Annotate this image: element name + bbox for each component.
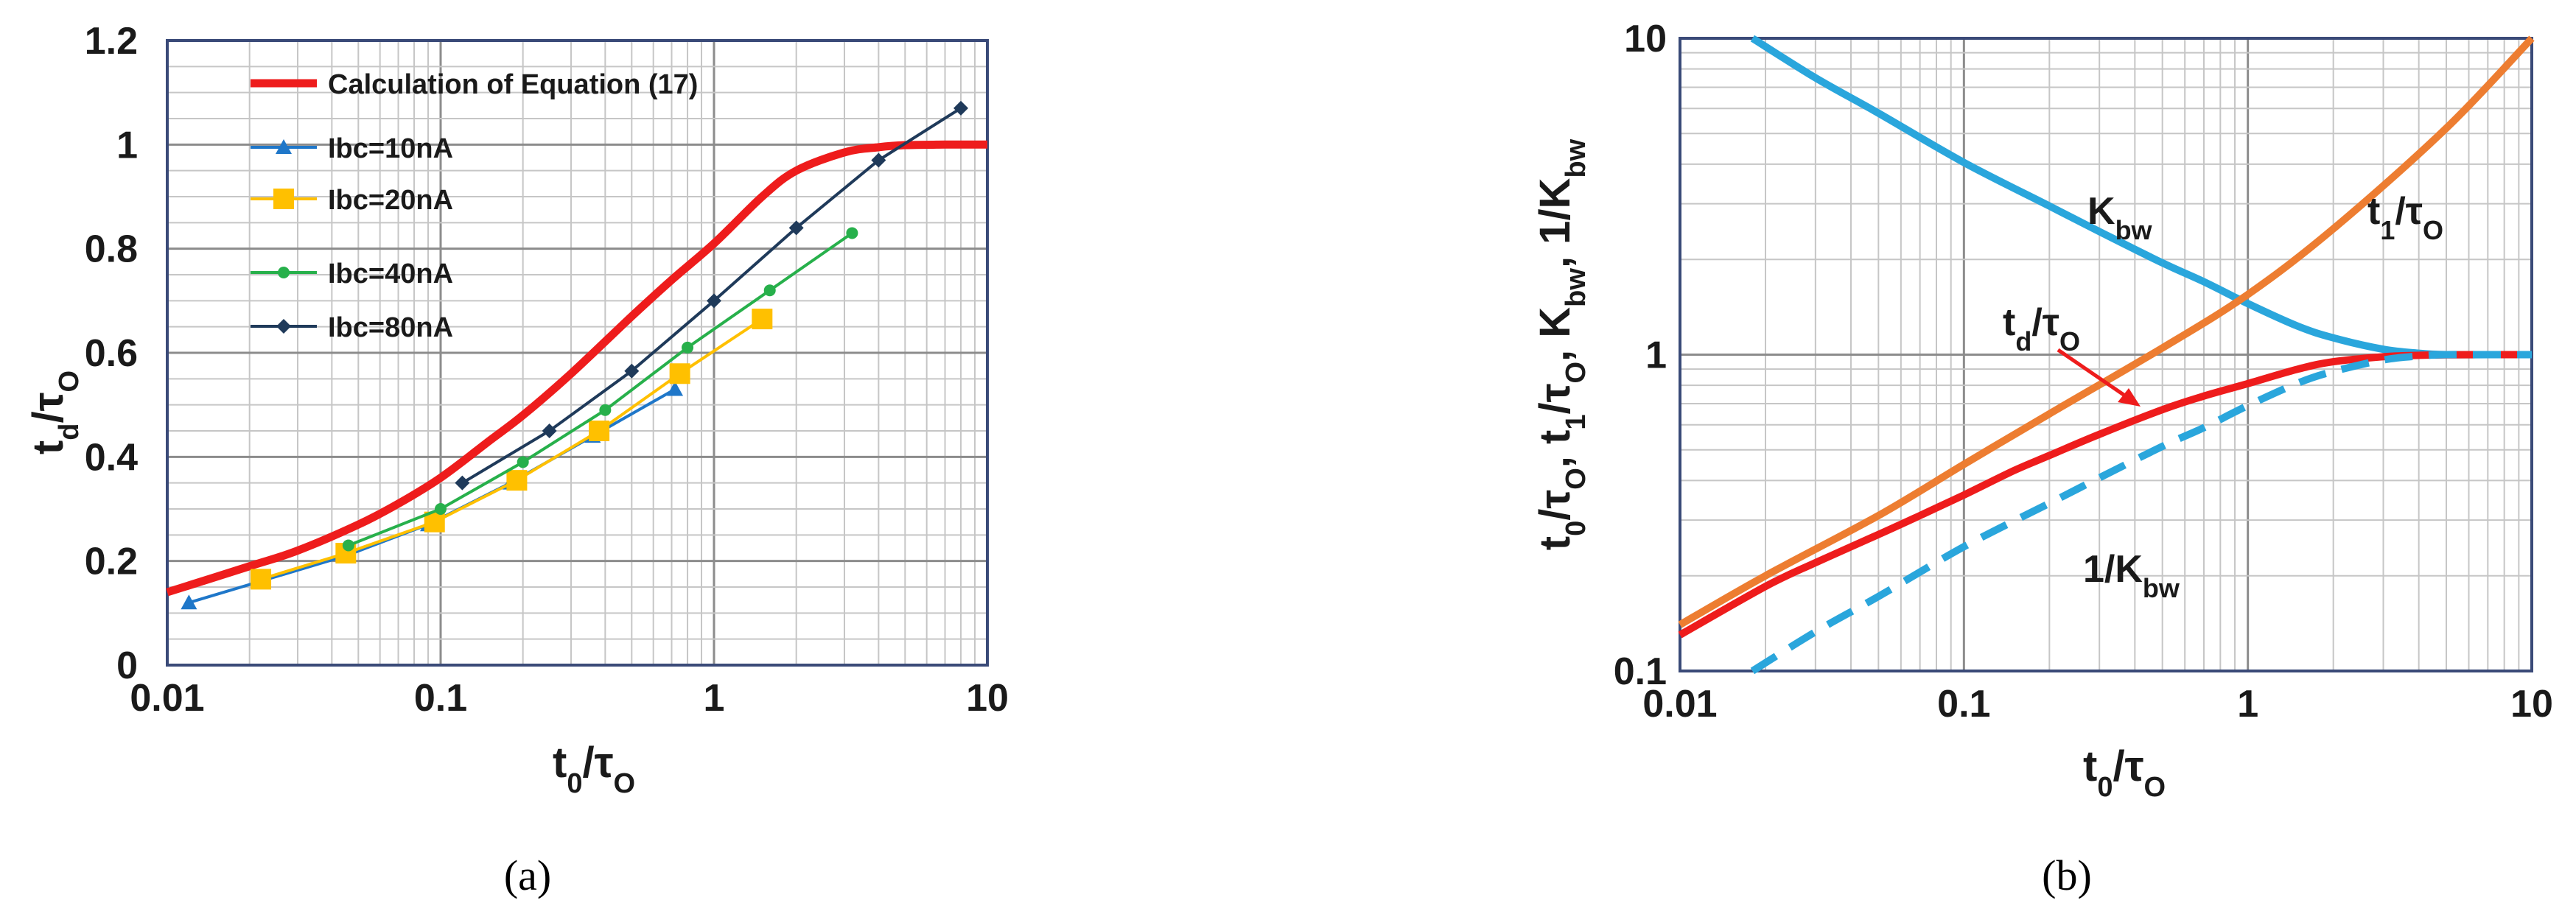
x-axis-label: t0/τO xyxy=(2083,742,2166,803)
x-tick-label: 10 xyxy=(2510,683,2553,725)
y-tick-label: 0.1 xyxy=(1614,650,1667,693)
annotation-td: td/τO xyxy=(2003,301,2080,356)
data-point xyxy=(871,152,886,168)
data-point xyxy=(707,293,721,309)
series-inv xyxy=(1750,351,2532,675)
data-point xyxy=(669,363,690,384)
data-point xyxy=(953,100,969,116)
series-line xyxy=(1678,351,2532,639)
series-calculation-of-equation-17- xyxy=(166,140,988,597)
panel-label: (a) xyxy=(504,851,551,899)
plot-frame xyxy=(166,39,989,667)
y-tick-label: 1.2 xyxy=(85,20,138,63)
y-tick-label: 10 xyxy=(1624,18,1667,60)
annotation-kbw: Kbw xyxy=(2087,190,2153,245)
legend-label: Calculation of Equation (17) xyxy=(328,69,698,100)
data-point xyxy=(752,309,773,330)
series-line xyxy=(1750,351,2532,675)
series-ibc-80na xyxy=(455,100,969,491)
legend-label: Ibc=10nA xyxy=(328,133,453,164)
x-tick-label: 0.01 xyxy=(1642,683,1717,725)
data-point xyxy=(276,319,291,334)
data-point xyxy=(435,503,447,515)
grid xyxy=(166,39,987,667)
y-tick-label: 0.2 xyxy=(85,541,138,583)
legend-label: Ibc=80nA xyxy=(328,312,453,343)
legend-item: Ibc=10nA xyxy=(251,133,453,164)
y-tick-label: 1 xyxy=(116,124,138,166)
annotation-arrow xyxy=(2057,348,2141,407)
data-point xyxy=(342,539,354,552)
annotation-t1: t1/τO xyxy=(2367,190,2443,245)
annotation-inv-kbw: 1/Kbw xyxy=(2083,548,2180,603)
y-tick-label: 0.4 xyxy=(85,436,138,479)
y-tick-label: 0.6 xyxy=(85,332,138,375)
panel-label: (b) xyxy=(2042,851,2092,899)
data-point xyxy=(278,267,290,278)
y-axis-label: td/τO xyxy=(24,370,85,454)
y-tick-label: 1 xyxy=(1645,334,1667,377)
data-point xyxy=(788,220,804,236)
legend-item: Ibc=20nA xyxy=(251,185,453,216)
x-tick-label: 0.1 xyxy=(414,677,467,720)
data-point xyxy=(251,569,272,590)
data-point xyxy=(542,424,557,438)
series-ibc-20na xyxy=(251,309,773,590)
data-point xyxy=(599,404,612,416)
x-axis-label: t0/τO xyxy=(553,739,635,799)
data-point xyxy=(517,456,529,468)
series-line xyxy=(1678,35,2535,628)
data-point xyxy=(455,475,470,491)
x-tick-label: 1 xyxy=(2237,683,2258,725)
x-tick-label: 0.01 xyxy=(130,677,204,720)
y-tick-label: 0 xyxy=(116,644,138,687)
data-point xyxy=(181,594,197,610)
series-t1 xyxy=(1678,35,2535,628)
data-point xyxy=(846,227,858,239)
legend-label: Ibc=40nA xyxy=(328,259,453,289)
chart-a: 0.01 0.1 1 10 0 0.2 0.4 0.6 0.8 1 1.2 Calculation o… xyxy=(24,20,1009,899)
data-point xyxy=(276,139,292,154)
data-point xyxy=(506,470,528,491)
arrow-head xyxy=(2118,388,2141,407)
legend: Calculation of Equation (17) Ibc=10nA Ibc=… xyxy=(251,69,698,343)
series-line xyxy=(166,140,988,597)
legend-item: Calculation of Equation (17) xyxy=(251,69,698,100)
data-point xyxy=(682,341,694,354)
series-td xyxy=(1678,351,2532,639)
legend-label: Ibc=20nA xyxy=(328,185,453,216)
legend-item: Ibc=40nA xyxy=(251,259,453,289)
data-point xyxy=(589,421,610,441)
series-line xyxy=(461,107,962,485)
data-point xyxy=(273,189,294,209)
y-tick-label: 0.8 xyxy=(85,228,138,271)
x-tick-label: 1 xyxy=(704,677,725,720)
data-point xyxy=(624,363,640,379)
arrow-shaft xyxy=(2057,348,2129,400)
y-axis-label: t0/τO, t1/τO, Kbw, 1/Kbw xyxy=(1531,138,1592,550)
data-point xyxy=(667,381,684,396)
series-ibc-40na xyxy=(342,227,858,552)
legend-item: Ibc=80nA xyxy=(251,312,453,343)
x-tick-label: 0.1 xyxy=(1937,683,1990,725)
x-tick-label: 10 xyxy=(966,677,1009,720)
data-point xyxy=(763,284,776,297)
